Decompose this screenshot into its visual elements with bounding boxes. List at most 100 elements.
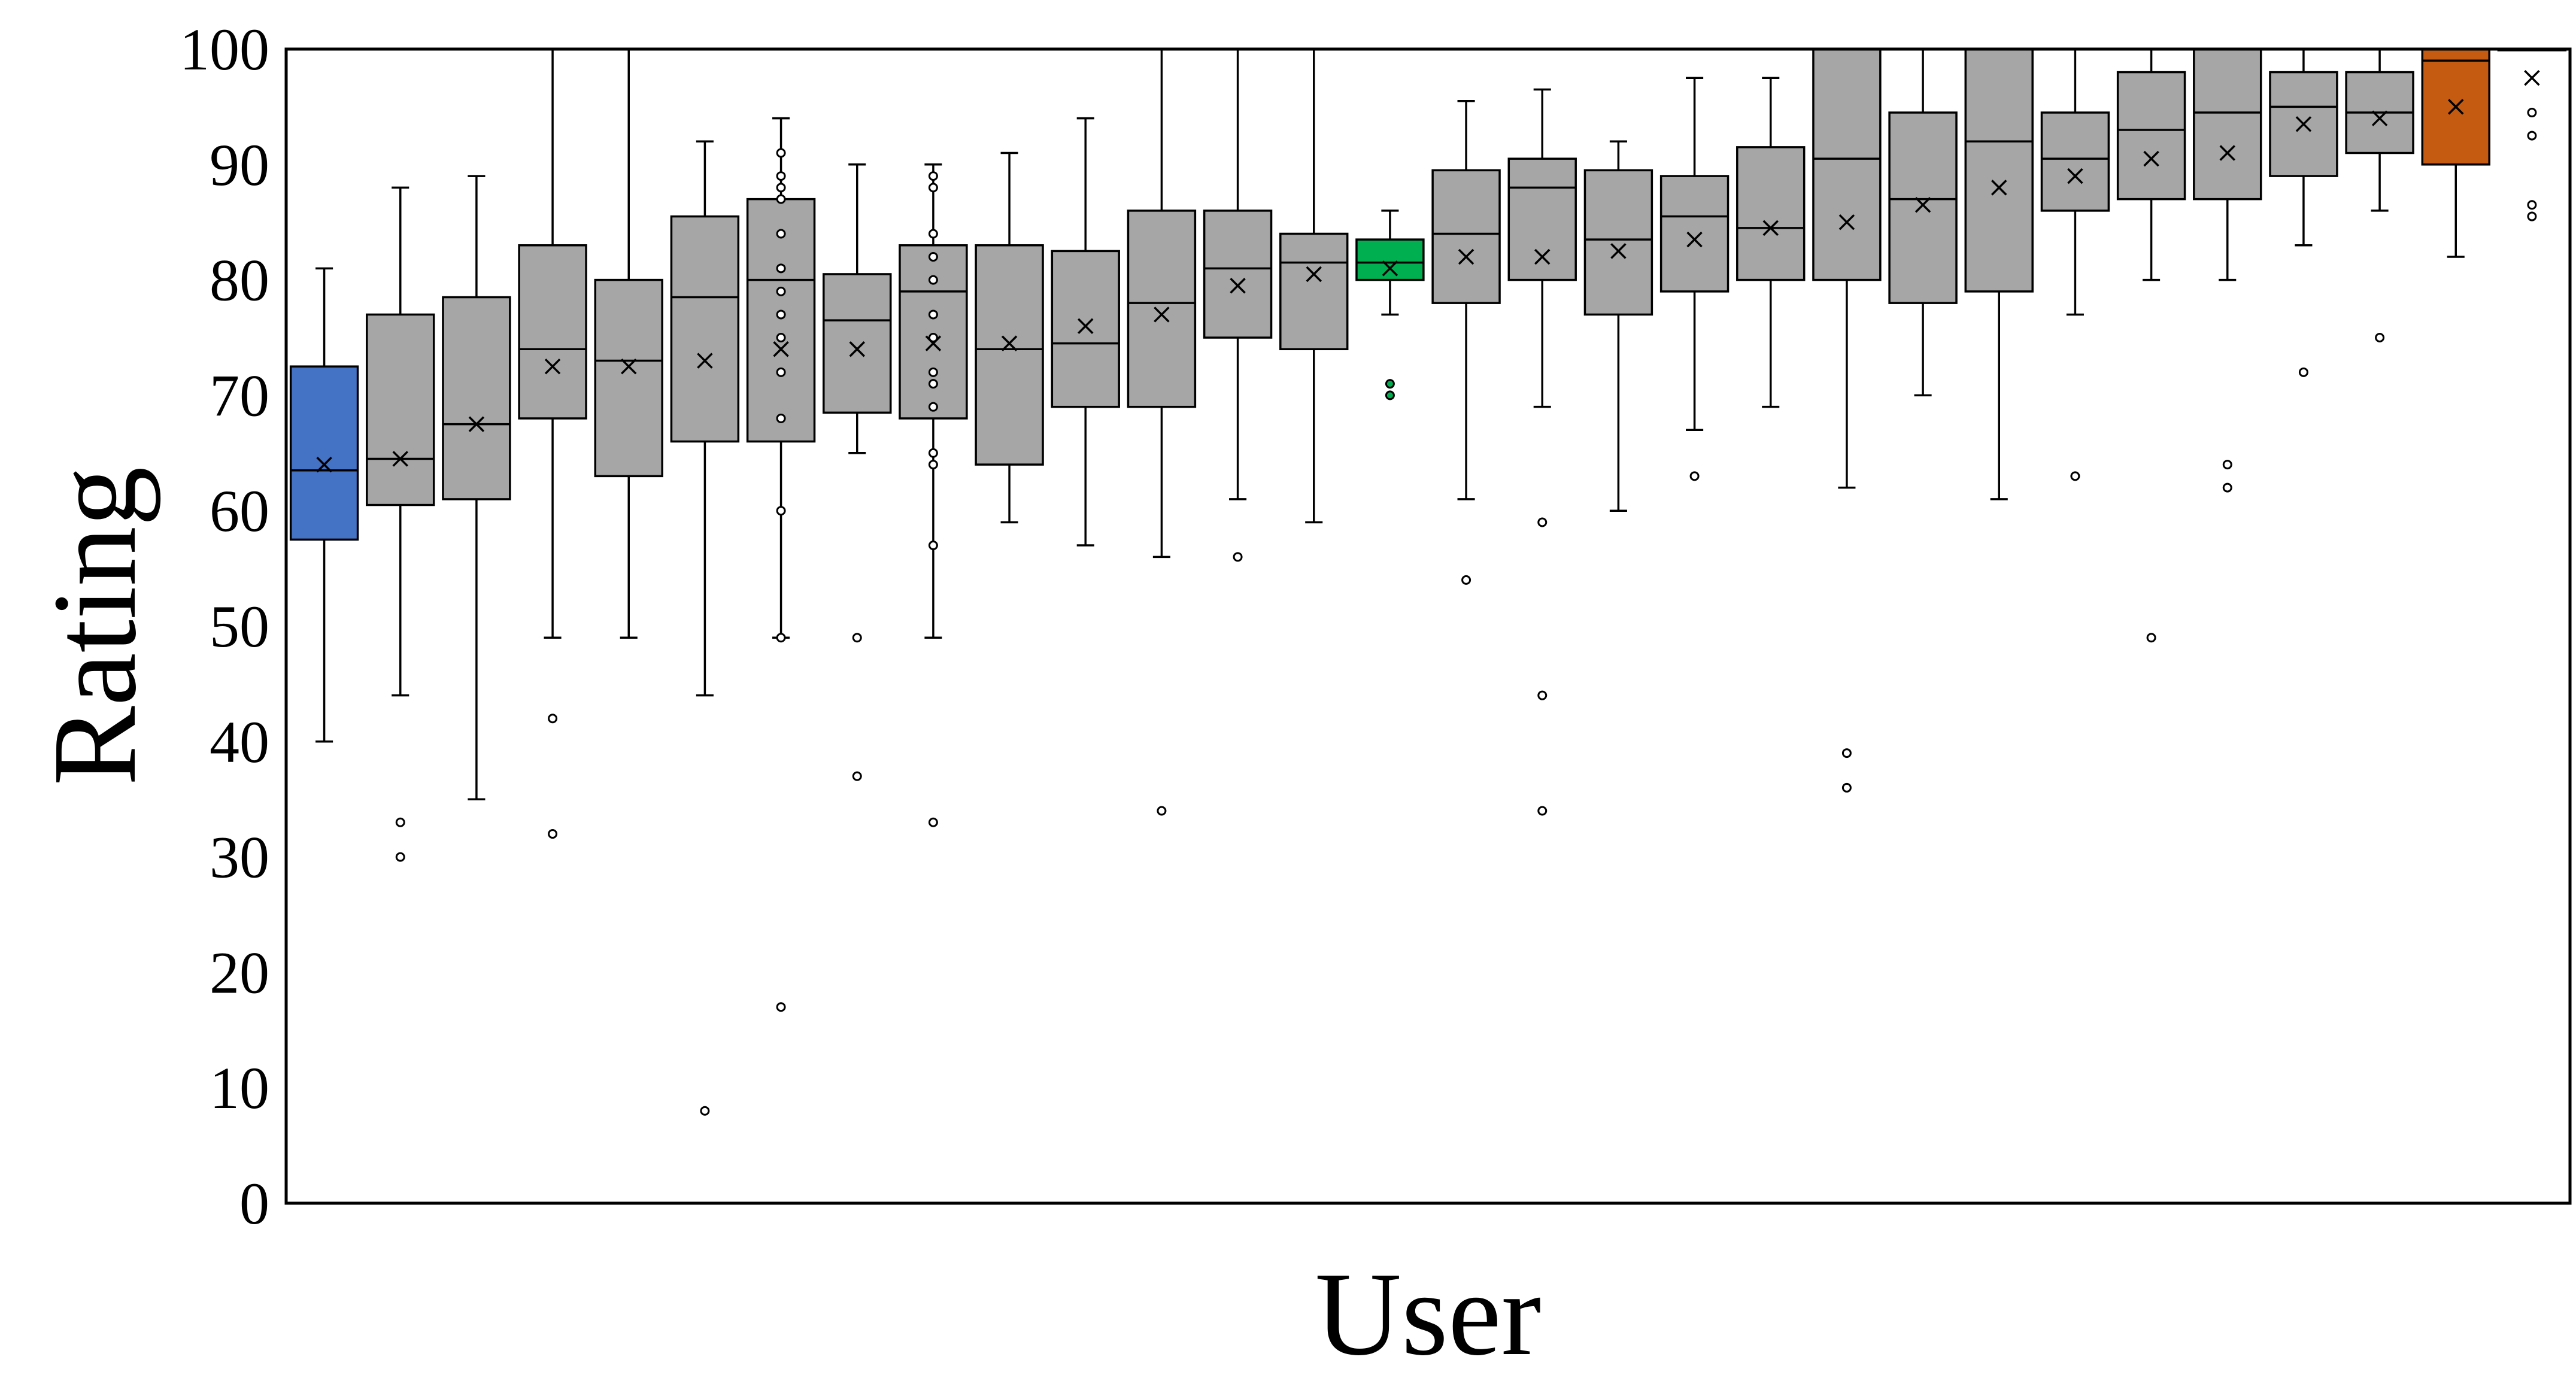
outlier-point (776, 263, 786, 274)
outlier-point (928, 402, 938, 412)
box-user (1888, 48, 1958, 397)
outlier-point (776, 183, 786, 193)
box-user (1736, 77, 1806, 408)
y-tick-label: 60 (210, 478, 269, 544)
outlier-point (700, 1106, 710, 1116)
box-iqr (594, 278, 663, 478)
box-iqr (1507, 157, 1577, 281)
mean-marker (1001, 335, 1018, 351)
outlier-point (776, 633, 786, 643)
box-user (1051, 117, 1120, 547)
mean-marker (544, 358, 561, 375)
box-iqr (2116, 71, 2186, 201)
mean-marker (2067, 168, 2083, 184)
outlier-point (928, 541, 938, 551)
box-iqr (1431, 169, 1501, 304)
outlier-point (1537, 690, 1548, 700)
outlier-point (928, 333, 938, 342)
outlier-point (2222, 460, 2232, 470)
mean-marker (2219, 145, 2235, 161)
box-iqr (1051, 250, 1120, 408)
box-user (1507, 88, 1577, 816)
outlier-point (2527, 108, 2537, 118)
box-user (2421, 48, 2490, 258)
box-iqr (975, 244, 1044, 466)
mean-marker (1458, 248, 1474, 265)
box-user (1203, 48, 1273, 562)
outlier-point (2070, 471, 2080, 481)
box-user (746, 117, 816, 1012)
plot-area-frame (284, 47, 2572, 1205)
outlier-point (2375, 333, 2385, 342)
outlier-point (395, 817, 405, 827)
box-iqr (1812, 48, 1882, 281)
outlier-point (776, 506, 786, 516)
box-iqr (1964, 48, 2034, 293)
mean-marker (468, 416, 485, 432)
mean-marker (697, 353, 713, 369)
outlier-point (1689, 471, 1700, 481)
outlier-point (2527, 211, 2537, 221)
mean-marker (1686, 231, 1703, 248)
y-tick-label: 0 (239, 1170, 269, 1237)
box-user (975, 151, 1044, 524)
mean-marker (849, 341, 865, 357)
box-user (2345, 48, 2414, 342)
outlier-point (928, 367, 938, 377)
outlier-point (928, 460, 938, 470)
box-user (670, 140, 740, 1116)
y-tick-label: 20 (210, 939, 269, 1006)
box-iqr (2193, 48, 2262, 201)
mean-marker (773, 341, 789, 357)
box-iqr (289, 365, 359, 541)
outlier-point (928, 183, 938, 193)
box-user (1355, 210, 1425, 400)
box-user (2269, 48, 2338, 377)
box-iqr (1127, 210, 1197, 408)
box-user (2193, 48, 2262, 493)
y-tick-label: 10 (210, 1055, 269, 1121)
box-iqr (1583, 169, 1653, 316)
outlier-point (776, 333, 786, 342)
mean-marker (1078, 318, 1094, 334)
mean-marker (925, 335, 942, 351)
mean-marker (2371, 110, 2388, 126)
box-iqr (1736, 146, 1806, 281)
x-axis-label: User (1315, 1248, 1542, 1380)
outlier-point (928, 171, 938, 181)
box-iqr (518, 244, 587, 420)
mean-marker (2295, 116, 2312, 132)
box-iqr (1888, 111, 1958, 304)
mean-marker (2524, 69, 2540, 86)
box-user (2497, 48, 2567, 221)
box-iqr (823, 273, 892, 414)
box-user (1659, 77, 1730, 481)
outlier-point (928, 229, 938, 239)
y-tick-label: 50 (210, 593, 269, 660)
box-user (442, 175, 511, 800)
y-axis-ticks: 0 10 20 30 40 50 60 70 80 90 100 (180, 16, 269, 1237)
outlier-point (776, 1002, 786, 1012)
box-user (1279, 48, 1349, 524)
mean-marker (1914, 197, 1931, 213)
mean-marker (1991, 180, 2007, 196)
outlier-point (2298, 367, 2308, 377)
y-tick-label: 90 (210, 132, 269, 198)
mean-marker (1382, 260, 1398, 277)
y-tick-label: 30 (210, 824, 269, 891)
outlier-point (928, 275, 938, 285)
box-iqr (899, 244, 968, 420)
box-user (823, 163, 892, 781)
outlier-point (776, 309, 786, 320)
y-tick-label: 70 (210, 362, 269, 429)
outlier-point (852, 633, 862, 643)
outlier-point (928, 252, 938, 262)
outlier-point (2222, 482, 2232, 493)
y-axis-label: Rating (29, 466, 161, 785)
mean-marker (1230, 278, 1246, 294)
box-iqr (1355, 238, 1425, 281)
box-user (1964, 48, 2034, 500)
outlier-point (1385, 379, 1395, 389)
mean-marker (392, 451, 408, 467)
